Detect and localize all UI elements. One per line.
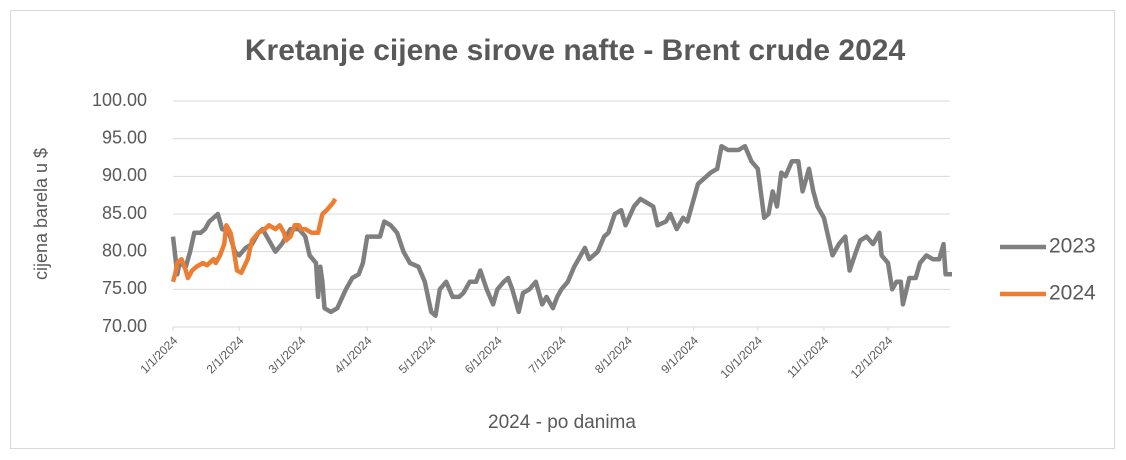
chart-title: Kretanje cijene sirove nafte - Brent cru…: [245, 34, 906, 67]
y-tick-label: 85.00: [102, 203, 147, 223]
series-line: [170, 197, 338, 283]
y-tick-label: 80.00: [102, 240, 147, 260]
x-axis-title: 2024 - po danima: [488, 412, 636, 433]
y-tick-label: 75.00: [102, 278, 147, 298]
y-tick-label: 95.00: [102, 127, 147, 147]
legend-label: 2024: [1049, 282, 1096, 305]
legend-label: 2023: [1049, 235, 1096, 258]
chart-border: [10, 10, 1115, 449]
y-tick-label: 90.00: [102, 165, 147, 185]
y-axis-title: cijena barela u $: [31, 148, 51, 280]
y-tick-label: 100.00: [92, 90, 147, 110]
series-line: [170, 143, 952, 318]
y-tick-label: 70.00: [102, 316, 147, 336]
